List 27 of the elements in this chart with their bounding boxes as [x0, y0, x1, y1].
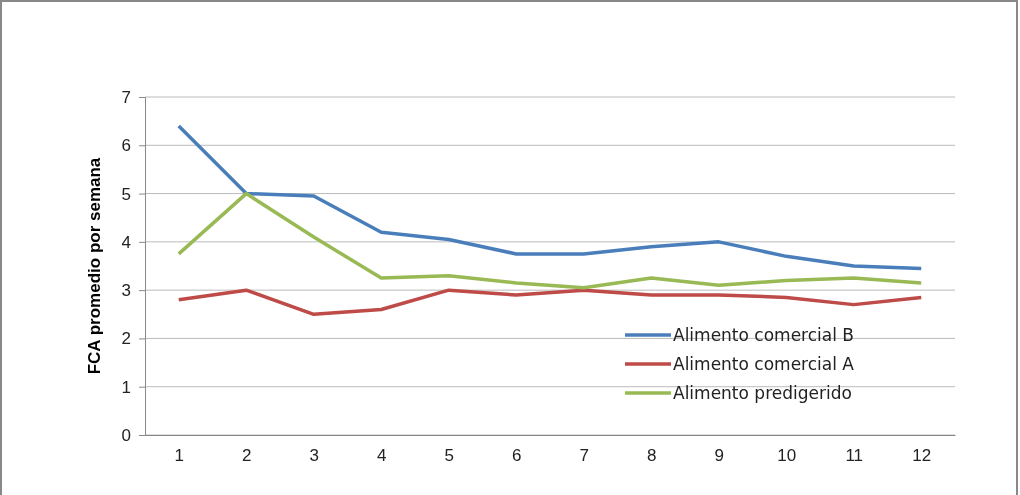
x-tick-label: 5: [444, 446, 454, 466]
y-tick-label: 6: [121, 136, 131, 156]
x-tick-label: 1: [174, 446, 184, 466]
x-tick-label: 7: [579, 446, 589, 466]
x-tick-label: 4: [377, 446, 387, 466]
x-tick-label: 8: [647, 446, 657, 466]
y-tick-label: 0: [121, 425, 131, 445]
y-tick-label: 5: [121, 184, 131, 204]
x-tick-label: 9: [714, 446, 724, 466]
line-series: [177, 124, 923, 271]
x-tick-label: 3: [309, 446, 319, 466]
line-series: [177, 288, 923, 317]
legend-label: Alimento predigerido: [673, 382, 852, 403]
x-tick-label: 6: [512, 446, 522, 466]
line-series: [177, 191, 923, 290]
y-tick-label: 1: [121, 377, 131, 397]
y-axis-title: FCA promedio por semana: [85, 157, 104, 375]
legend-label: Alimento comercial B: [673, 324, 854, 345]
y-tick-label: 3: [121, 281, 131, 301]
x-tick-label: 11: [845, 446, 864, 466]
y-tick-label: 4: [121, 232, 131, 252]
x-tick-label: 10: [777, 446, 797, 466]
x-tick-label: 2: [242, 446, 252, 466]
x-tick-label: 12: [912, 446, 932, 466]
legend-label: Alimento comercial A: [673, 353, 855, 374]
y-tick-label: 2: [121, 329, 131, 349]
y-tick-label: 7: [121, 87, 131, 107]
